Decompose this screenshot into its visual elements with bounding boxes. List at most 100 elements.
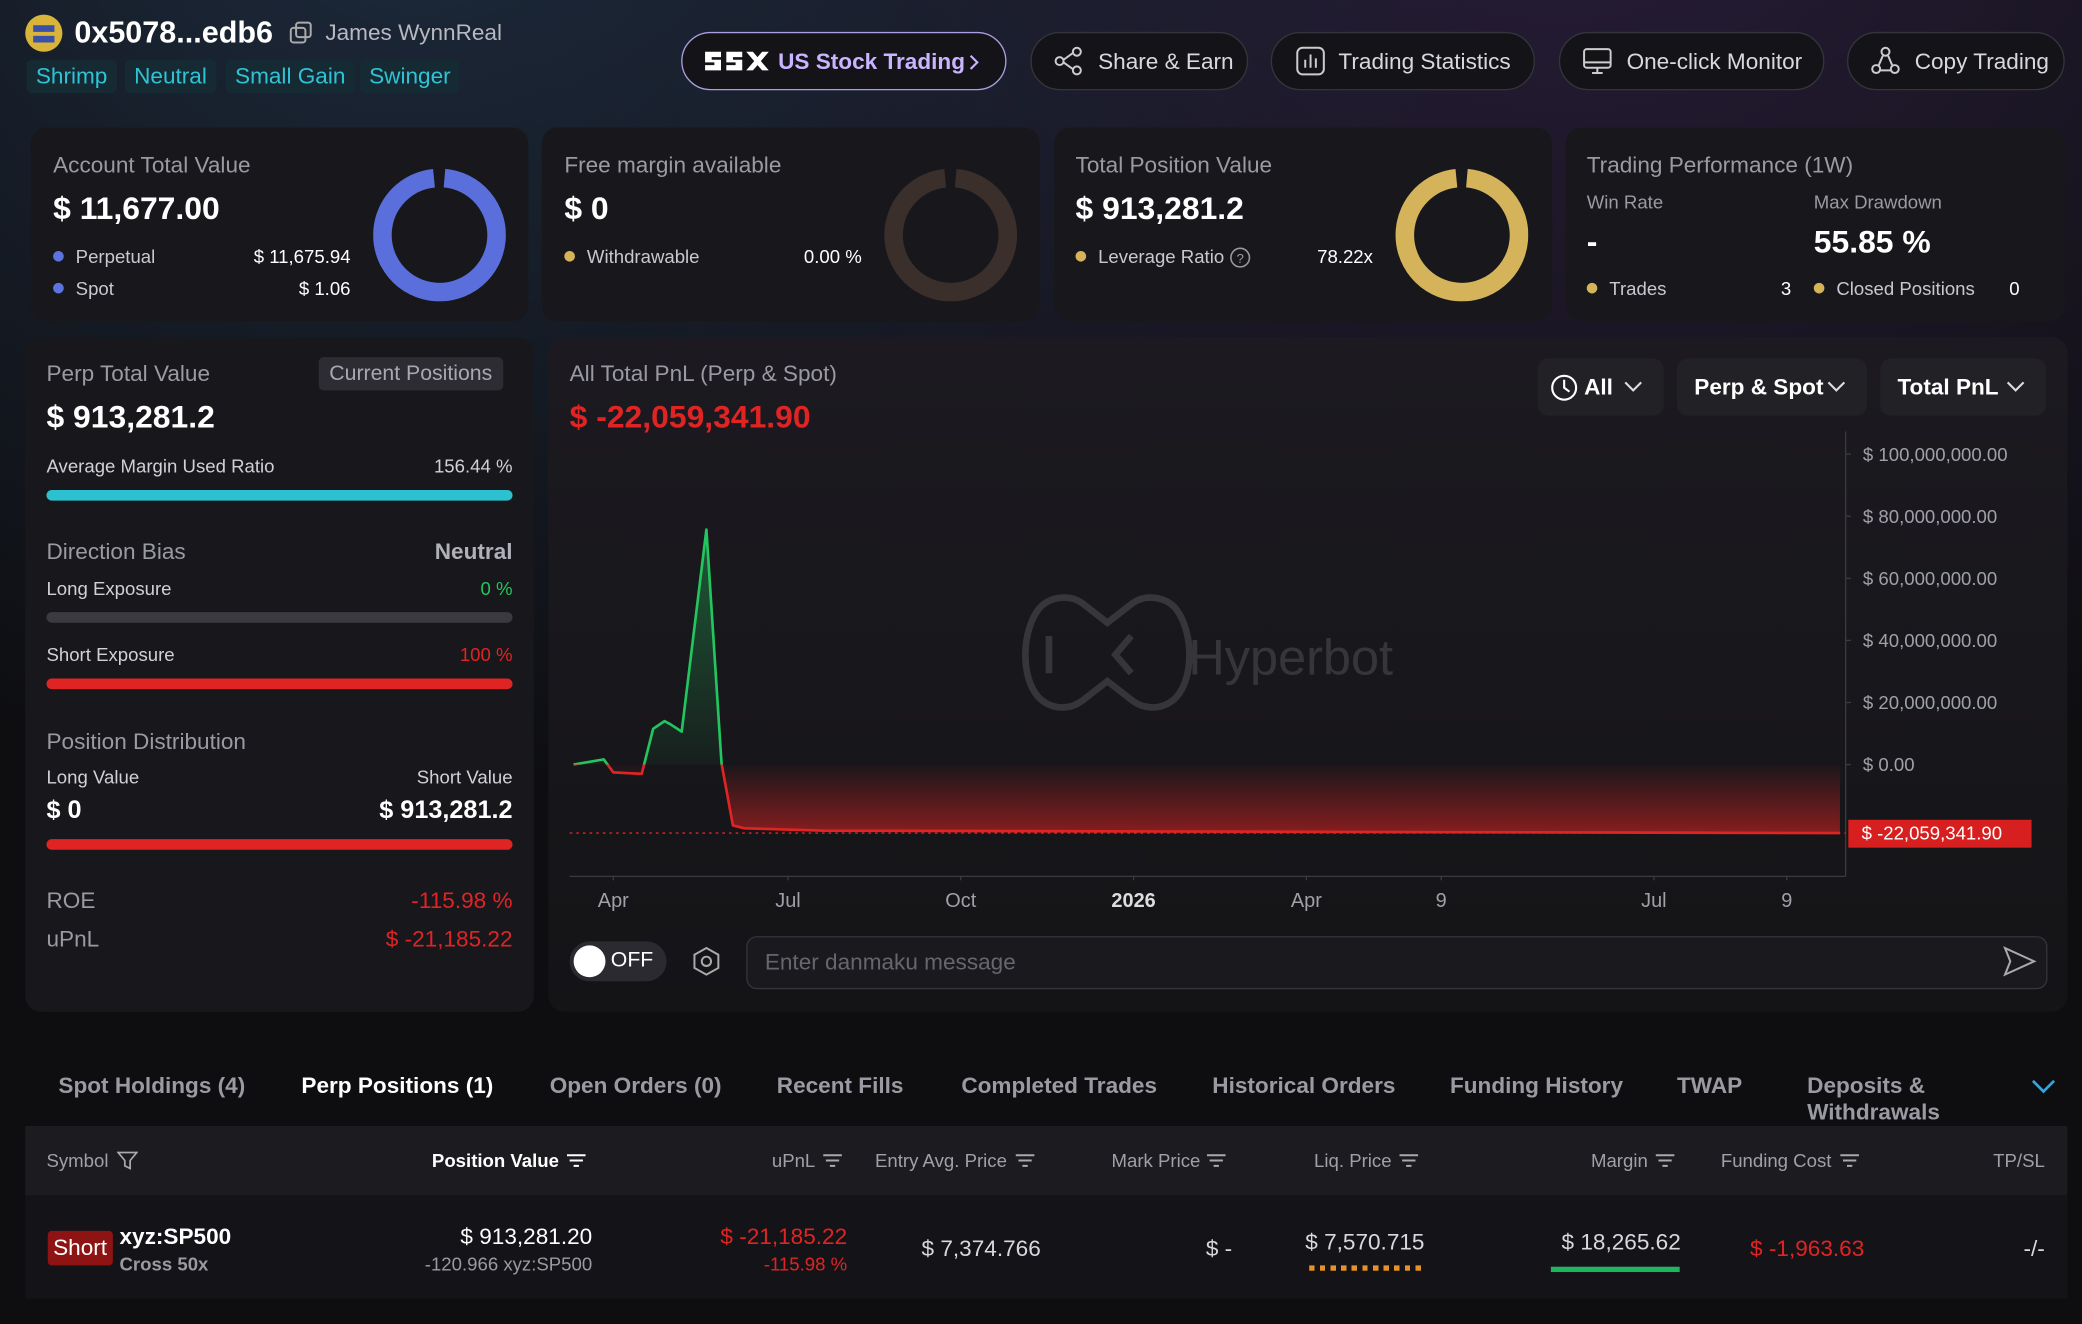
row-value: $ 11,675.94	[253, 245, 351, 267]
margin: $ 18,265.62	[1561, 1229, 1681, 1255]
column-header[interactable]: TP/SL	[1993, 1149, 2045, 1172]
last-value-box	[1848, 819, 2032, 848]
donut	[373, 168, 506, 302]
tab[interactable]: Spot Holdings (4)	[58, 1072, 246, 1099]
message-input[interactable]	[746, 936, 2048, 990]
tab-active[interactable]: Perp Positions (1)	[301, 1072, 494, 1099]
upnl: $ -21,185.22	[720, 1224, 848, 1250]
card-title: Trading Performance (1W)	[1586, 152, 1854, 178]
tab[interactable]: TWAP	[1677, 1072, 1743, 1099]
label: Long Value	[46, 766, 140, 788]
tab[interactable]: Funding History	[1449, 1072, 1624, 1099]
statistics-button[interactable]: Trading Statistics	[1270, 31, 1535, 91]
label: Withdrawable	[586, 245, 700, 267]
tag[interactable]: Shrimp	[26, 59, 117, 93]
toggle-knob	[573, 945, 606, 978]
button-label: Share & Earn	[1098, 49, 1234, 75]
x-tick-label: 9	[1436, 890, 1447, 912]
size: -120.966 xyz:SP500	[424, 1253, 593, 1275]
tag[interactable]: Swinger	[359, 59, 460, 93]
y-tick-label: $ 80,000,000.00	[1863, 506, 1997, 527]
card-title: Total Position Value	[1075, 152, 1273, 178]
filter[interactable]	[1677, 358, 1867, 416]
more-chevron[interactable]	[2030, 1077, 2057, 1096]
column-header[interactable]: Funding Cost	[1720, 1149, 1832, 1172]
column-header[interactable]: Position Value	[431, 1149, 560, 1172]
y-tick-label: $ 60,000,000.00	[1863, 568, 1997, 589]
card-value: $ 11,677.00	[53, 191, 220, 228]
avatar	[25, 14, 63, 52]
value: $ 0	[46, 796, 82, 825]
x-tick-label: Apr	[1291, 890, 1322, 912]
filter-icon[interactable]	[116, 1150, 139, 1171]
chart-total: $ -22,059,341.90	[569, 399, 811, 436]
column-header[interactable]: Liq. Price	[1314, 1149, 1392, 1172]
short-bar	[46, 678, 513, 690]
share-icon	[1054, 46, 1082, 76]
value: 100 %	[459, 643, 513, 666]
label: Position Distribution	[46, 728, 246, 755]
value: 0 %	[480, 577, 513, 599]
stat-label: Win Rate	[1586, 191, 1664, 213]
sort-icons	[566, 1154, 1859, 1167]
copy-trading-button[interactable]: Copy Trading	[1846, 31, 2065, 91]
stat-value: 55.85 %	[1813, 224, 1931, 261]
row-label: Spot	[53, 279, 114, 297]
send-icon[interactable]	[2002, 945, 2037, 977]
tag[interactable]: Neutral	[124, 59, 217, 93]
tag[interactable]: Small Gain	[225, 59, 355, 93]
label: Long Exposure	[46, 577, 172, 599]
placeholder: Enter danmaku message	[764, 949, 1016, 975]
button-label: US Stock Trading	[778, 49, 965, 75]
row-label: Withdrawable	[564, 245, 700, 267]
table-row	[25, 1195, 2068, 1299]
label: Average Margin Used Ratio	[46, 455, 275, 477]
filter-label: All	[1584, 374, 1613, 400]
svg-text:?: ?	[1236, 251, 1243, 266]
donut	[884, 168, 1018, 302]
label: Short Exposure	[46, 643, 175, 666]
badge[interactable]: Current Positions	[318, 357, 503, 391]
column-header[interactable]: uPnL	[771, 1149, 816, 1172]
user-name: James WynnReal	[325, 19, 502, 46]
tab[interactable]: Deposits & Withdrawals	[1807, 1072, 1940, 1125]
tab[interactable]: Recent Fills	[776, 1072, 904, 1099]
last-value-label: $ -22,059,341.90	[1862, 823, 2003, 844]
watermark: Hyperbot	[1022, 594, 1393, 711]
filter[interactable]	[1537, 358, 1664, 416]
copy-icon[interactable]	[289, 21, 313, 45]
label: uPnL	[46, 926, 100, 953]
panel-title: Perp Total Value	[46, 361, 211, 387]
side-badge: Short	[47, 1230, 113, 1266]
column-header[interactable]: Margin	[1590, 1149, 1648, 1172]
perp-panel	[25, 337, 534, 1012]
help-icon[interactable]: ?	[1230, 247, 1251, 268]
tpsl: -/-	[2023, 1236, 2045, 1262]
column-header[interactable]: Entry Avg. Price	[875, 1149, 1007, 1172]
tab[interactable]: Open Orders (0)	[549, 1072, 722, 1099]
symbol[interactable]: xyz:SP500	[119, 1224, 232, 1250]
liq-indicator	[1309, 1265, 1424, 1271]
funding: $ -1,963.63	[1750, 1236, 1865, 1262]
row-value: $ 1.06	[298, 277, 351, 299]
row-label: Closed Positions	[1813, 277, 1975, 299]
label: Closed Positions	[1836, 277, 1975, 299]
upnl-pct: -115.98 %	[763, 1253, 848, 1275]
x-tick-label: 2026	[1111, 890, 1155, 912]
column-header[interactable]: Symbol	[46, 1149, 109, 1172]
label: Direction Bias	[46, 539, 186, 565]
position-value: $ 913,281.20	[460, 1224, 593, 1250]
tab[interactable]: Historical Orders	[1212, 1072, 1396, 1099]
row-value: 0.00 %	[803, 245, 862, 267]
address: 0x5078...edb6	[74, 14, 274, 50]
monitor-icon	[1583, 48, 1612, 75]
pnl-area	[573, 529, 1840, 834]
settings-icon[interactable]	[692, 946, 721, 976]
x-tick-label: Apr	[598, 890, 629, 912]
liq-price: $ 7,570.715	[1305, 1229, 1425, 1255]
column-header[interactable]: Mark Price	[1111, 1149, 1201, 1172]
monitor-button[interactable]: One-click Monitor	[1558, 31, 1825, 91]
share-button[interactable]: Share & Earn	[1030, 31, 1249, 91]
tab[interactable]: Completed Trades	[961, 1072, 1158, 1099]
